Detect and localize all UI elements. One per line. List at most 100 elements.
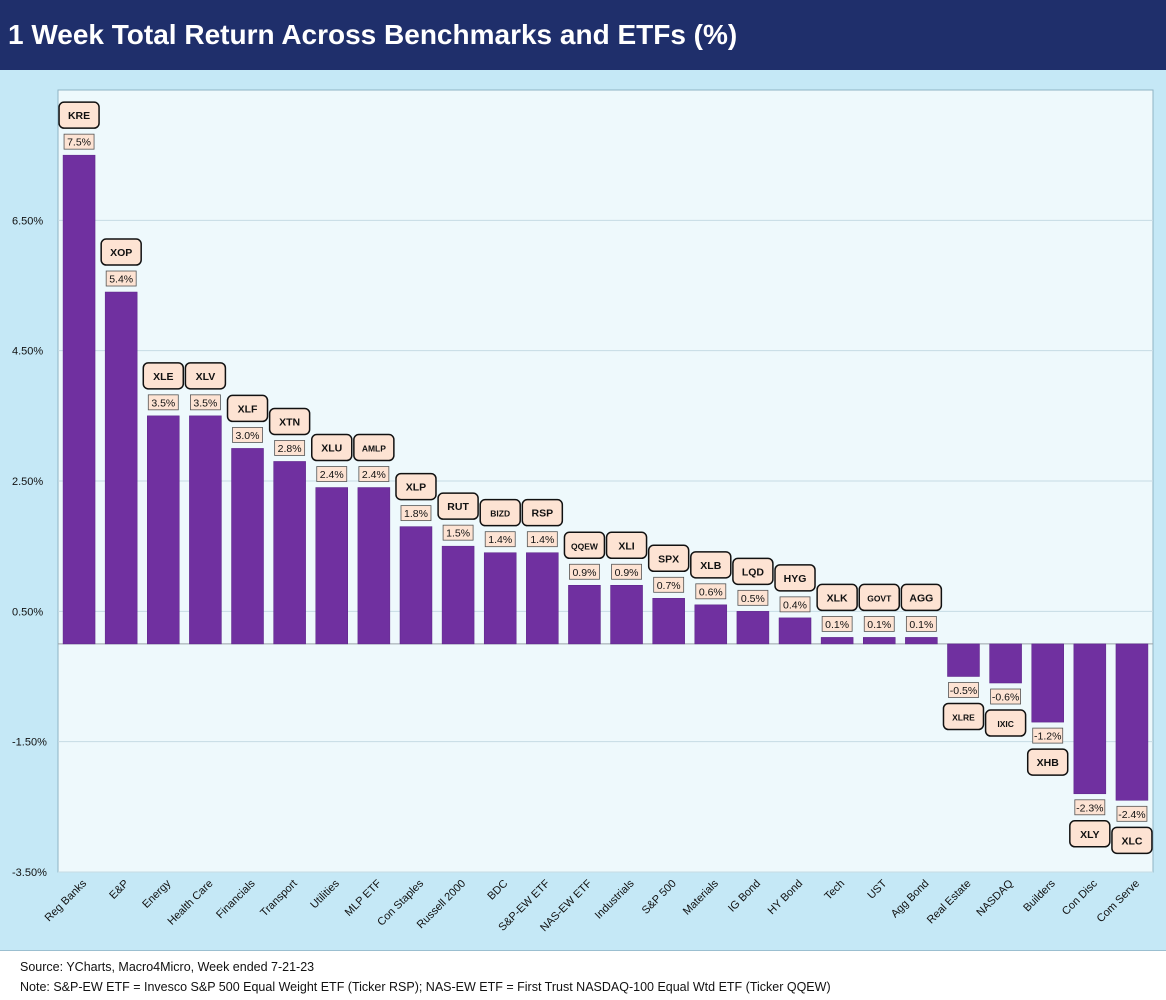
x-tick-label: Con Disc [1060, 877, 1100, 917]
bar [483, 552, 517, 645]
bar [568, 585, 601, 645]
value-label: 7.5% [67, 137, 91, 149]
x-tick-label: Materials [681, 877, 721, 917]
value-label: 1.4% [530, 534, 554, 546]
y-tick-label: -3.50% [12, 867, 47, 879]
ticker-badge [58, 101, 100, 129]
bar [1073, 643, 1107, 795]
value-label: 2.8% [278, 443, 302, 455]
value-label-box [105, 270, 137, 287]
x-tick-label: NASDAQ [974, 877, 1016, 919]
ticker-badge [353, 433, 395, 462]
ticker-badge [268, 407, 311, 436]
ticker-badge [395, 472, 437, 501]
ticker-label: XOP [110, 247, 132, 259]
ticker-badge [311, 433, 353, 462]
bar [189, 415, 222, 645]
bar [273, 461, 306, 645]
ticker-label: AMLP [362, 444, 386, 454]
y-tick-label: -1.50% [12, 737, 47, 749]
y-tick-label: 6.50% [12, 215, 43, 227]
ticker-badge [816, 583, 858, 612]
bar [526, 552, 559, 645]
ticker-label: AGG [909, 592, 933, 604]
value-label: 0.1% [825, 619, 849, 631]
value-label-box [653, 576, 685, 593]
value-label-box [905, 616, 937, 632]
ticker-badge [521, 498, 564, 527]
value-label-box [821, 616, 853, 632]
y-tick-label: 0.50% [12, 606, 43, 618]
x-tick-label: BDC [485, 878, 510, 903]
value-label: 1.5% [446, 528, 470, 540]
value-label-box [1032, 727, 1064, 744]
value-label: -2.4% [1118, 809, 1145, 821]
value-label-box [948, 682, 979, 698]
x-tick-label: MLP ETF [343, 877, 384, 918]
value-label: -0.5% [950, 685, 977, 697]
value-label-box [526, 531, 558, 548]
ticker-label: XLF [238, 403, 258, 415]
page-title: 1 Week Total Return Across Benchmarks an… [0, 0, 1166, 70]
x-tick-label: Energy [140, 877, 173, 910]
value-label: 2.4% [362, 469, 386, 481]
ticker-badge [858, 583, 900, 612]
value-label: 1.8% [404, 508, 428, 520]
ticker-badge [142, 362, 185, 390]
bar [1115, 643, 1149, 801]
x-tick-label: Builders [1021, 877, 1058, 914]
value-label-box [1116, 805, 1148, 822]
value-label: 0.4% [783, 599, 807, 611]
value-label: 2.4% [320, 469, 344, 481]
x-tick-label: E&P [107, 878, 131, 902]
ticker-label: RSP [532, 508, 554, 520]
value-label: -1.2% [1034, 731, 1061, 743]
value-label-box [358, 466, 390, 482]
bar [441, 545, 475, 645]
ticker-badge [942, 702, 985, 731]
ticker-label: HYG [784, 573, 807, 585]
value-label: 0.7% [657, 580, 681, 592]
ticker-label: XHB [1037, 757, 1060, 769]
y-tick-label: 4.50% [12, 346, 43, 358]
ticker-badge [563, 531, 606, 560]
bar [1031, 643, 1064, 723]
value-label-box [737, 589, 769, 606]
bar [104, 291, 138, 645]
ticker-badge [605, 531, 648, 560]
ticker-label: SPX [658, 553, 679, 565]
ticker-badge [479, 498, 521, 527]
x-tick-label: Utilities [308, 877, 342, 911]
ticker-badge [984, 709, 1027, 737]
value-label-box [1074, 799, 1106, 816]
bar [610, 585, 643, 645]
x-tick-label: Real Estate [925, 878, 974, 927]
value-label-box [63, 133, 95, 150]
value-label: -2.3% [1076, 802, 1103, 814]
ticker-label: BIZD [490, 509, 510, 519]
x-tick-label: Industrials [593, 877, 637, 921]
ticker-label: XLB [700, 560, 721, 572]
ticker-badge [690, 551, 732, 579]
ticker-label: IXIC [997, 719, 1014, 729]
bar [905, 637, 938, 645]
ticker-label: XTN [279, 416, 300, 428]
ticker-badge [100, 238, 142, 266]
ticker-badge [226, 394, 269, 423]
value-label-box [863, 616, 895, 632]
x-tick-label: Health Care [166, 878, 216, 928]
bar [820, 637, 854, 645]
bar [652, 598, 685, 645]
value-label-box [442, 524, 474, 541]
ticker-badge [647, 544, 690, 573]
value-label: 0.9% [615, 567, 639, 579]
ticker-badge [900, 583, 943, 612]
ticker-label: XLV [196, 371, 216, 383]
ticker-label: KRE [68, 110, 90, 122]
x-tick-label: Com Serve [1095, 878, 1142, 925]
value-label-box [274, 440, 306, 456]
ticker-label: XLRE [952, 713, 975, 723]
ticker-label: XLP [406, 482, 426, 494]
x-tick-label: Financials [214, 877, 258, 921]
ticker-note: Note: S&P-EW ETF = Invesco S&P 500 Equal… [20, 980, 831, 994]
